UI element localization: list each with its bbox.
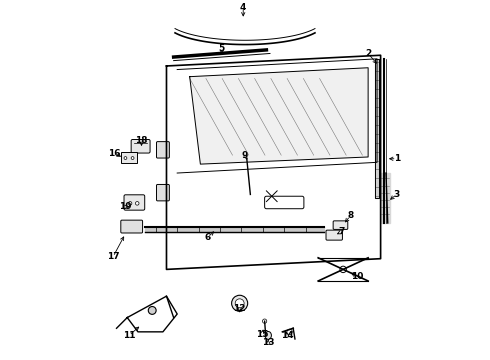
- Text: 5: 5: [219, 44, 225, 53]
- Ellipse shape: [340, 266, 346, 273]
- FancyBboxPatch shape: [156, 184, 170, 201]
- Ellipse shape: [135, 202, 139, 205]
- Text: 14: 14: [281, 331, 294, 340]
- Text: 4: 4: [240, 3, 246, 12]
- Ellipse shape: [124, 157, 127, 159]
- Polygon shape: [145, 226, 323, 232]
- Text: 19: 19: [119, 202, 132, 211]
- Text: 7: 7: [338, 228, 344, 237]
- FancyBboxPatch shape: [156, 141, 170, 158]
- Text: 16: 16: [108, 149, 121, 158]
- Text: 6: 6: [204, 233, 211, 242]
- FancyBboxPatch shape: [131, 139, 150, 153]
- FancyBboxPatch shape: [265, 196, 304, 209]
- Ellipse shape: [263, 319, 267, 323]
- Text: 10: 10: [351, 272, 364, 281]
- Polygon shape: [190, 68, 368, 164]
- Polygon shape: [381, 173, 390, 223]
- Text: 9: 9: [242, 151, 248, 160]
- Ellipse shape: [235, 299, 244, 308]
- Polygon shape: [375, 59, 379, 198]
- Text: 2: 2: [365, 49, 371, 58]
- FancyBboxPatch shape: [124, 195, 145, 210]
- Text: 11: 11: [123, 331, 135, 340]
- Text: 15: 15: [256, 330, 269, 339]
- Text: 13: 13: [262, 338, 274, 347]
- Text: 17: 17: [107, 252, 119, 261]
- Ellipse shape: [131, 157, 134, 159]
- Ellipse shape: [148, 306, 156, 314]
- FancyBboxPatch shape: [333, 221, 348, 229]
- Ellipse shape: [265, 332, 271, 339]
- Ellipse shape: [287, 329, 293, 334]
- Text: 18: 18: [135, 136, 148, 145]
- Text: 3: 3: [393, 190, 400, 199]
- FancyBboxPatch shape: [121, 152, 137, 163]
- Ellipse shape: [128, 202, 132, 205]
- FancyBboxPatch shape: [121, 220, 143, 233]
- Text: 12: 12: [233, 304, 246, 313]
- Text: 8: 8: [347, 211, 353, 220]
- FancyBboxPatch shape: [326, 230, 343, 240]
- Ellipse shape: [232, 295, 247, 311]
- Text: 1: 1: [393, 154, 400, 163]
